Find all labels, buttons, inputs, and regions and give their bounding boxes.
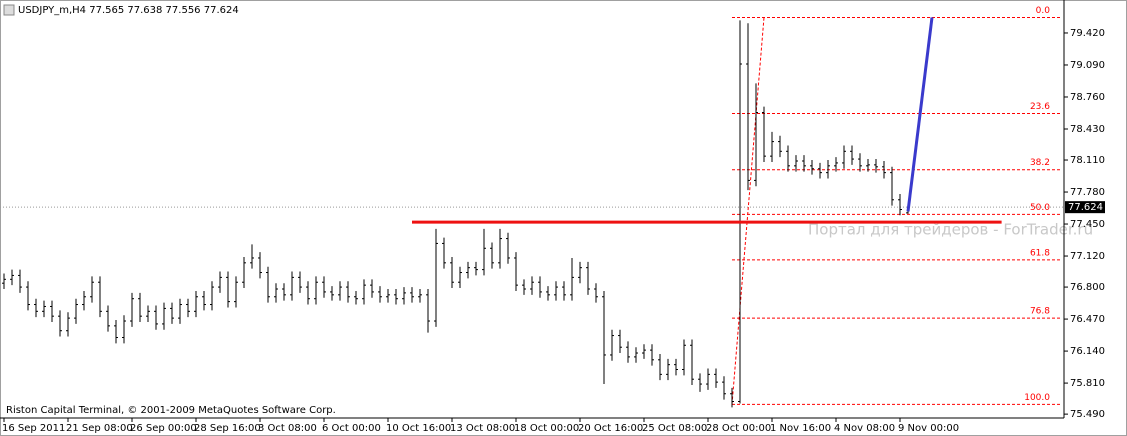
y-tick-label: 77.780: [1070, 187, 1105, 198]
x-tick-label: 1 Nov 16:00: [770, 423, 831, 434]
x-tick-label: 20 Oct 16:00: [578, 423, 643, 434]
header: USDJPY_m,H4 77.565 77.638 77.556 77.624: [18, 5, 239, 16]
footer: Riston Capital Terminal, © 2001-2009 Met…: [6, 405, 336, 416]
x-tick-label: 21 Sep 08:00: [66, 423, 133, 434]
y-tick-label: 75.810: [1070, 378, 1105, 389]
y-tick-label: 78.760: [1070, 92, 1105, 103]
y-tick-label: 76.470: [1070, 314, 1105, 325]
current-price-box: [1065, 201, 1105, 214]
x-tick-label: 28 Oct 00:00: [706, 423, 771, 434]
x-tick-label: 25 Oct 08:00: [642, 423, 707, 434]
trend-line: [906, 17, 934, 212]
x-tick-label: 28 Sep 16:00: [194, 423, 261, 434]
x-tick-label: 13 Oct 08:00: [450, 423, 515, 434]
fibo-label: 23.6: [1030, 102, 1050, 112]
fibo-label: 76.8: [1030, 307, 1050, 317]
y-tick-label: 77.450: [1070, 219, 1105, 230]
current-price-label: 77.624: [1068, 202, 1103, 213]
y-tick-label: 76.140: [1070, 346, 1105, 357]
fibo-label: 0.0: [1036, 6, 1051, 16]
fibo-label: 61.8: [1030, 248, 1050, 258]
x-tick-label: 6 Oct 00:00: [322, 423, 381, 434]
y-tick-label: 75.490: [1070, 409, 1105, 420]
x-tick-label: 3 Oct 08:00: [258, 423, 317, 434]
y-tick-label: 77.120: [1070, 251, 1105, 262]
y-tick-label: 78.430: [1070, 124, 1105, 135]
x-tick-label: 9 Nov 00:00: [898, 423, 959, 434]
x-tick-label: 16 Sep 2011: [2, 423, 65, 434]
y-tick-label: 76.800: [1070, 282, 1105, 293]
x-tick-label: 10 Oct 16:00: [386, 423, 451, 434]
fibo-label: 50.0: [1030, 203, 1050, 213]
y-tick-label: 79.420: [1070, 28, 1105, 39]
fibo-label: 38.2: [1030, 158, 1050, 168]
watermark: Портал для трейдеров - ForTrader.ru: [808, 221, 1093, 239]
y-tick-label: 79.090: [1070, 60, 1105, 71]
y-tick-label: 78.110: [1070, 155, 1105, 166]
fibo-label: 100.0: [1024, 393, 1050, 403]
header-icon: [3, 4, 15, 16]
x-tick-label: 4 Nov 08:00: [834, 423, 895, 434]
x-tick-label: 26 Sep 00:00: [130, 423, 197, 434]
x-tick-label: 18 Oct 00:00: [514, 423, 579, 434]
